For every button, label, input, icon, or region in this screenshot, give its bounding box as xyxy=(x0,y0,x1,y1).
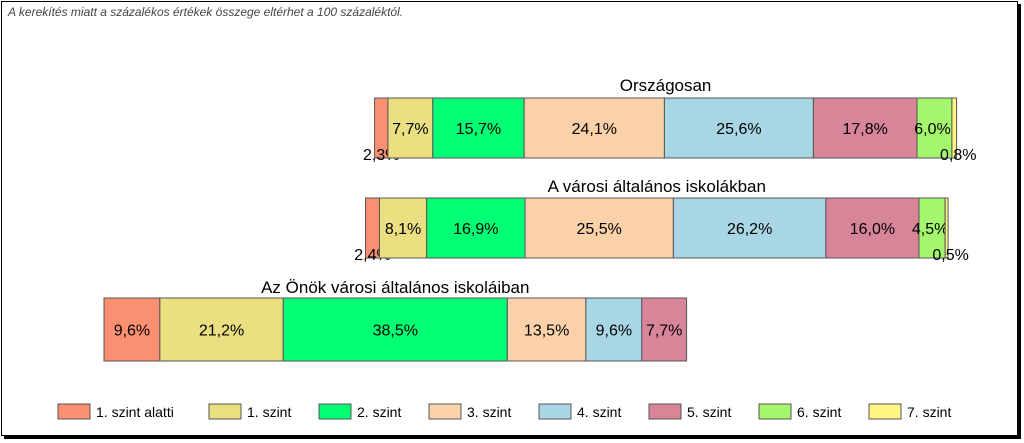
data-label: 24,1% xyxy=(572,121,617,138)
bar-segment xyxy=(432,97,525,159)
data-label: 7,7% xyxy=(392,121,428,138)
legend-label: 1. szint alatti xyxy=(96,404,174,420)
bar-segment xyxy=(812,97,918,159)
bar-segment xyxy=(159,297,284,362)
legend-label: 6. szint xyxy=(797,404,841,420)
bar-segment xyxy=(641,297,688,362)
bar-title: A városi általános iskolákban xyxy=(548,177,766,196)
bar-segment xyxy=(672,197,827,259)
bar-segment xyxy=(916,97,953,159)
data-label: 21,2% xyxy=(199,323,244,340)
bar-segment xyxy=(506,297,587,362)
bar-title: Országosan xyxy=(620,76,712,95)
legend-label: 7. szint xyxy=(907,404,951,420)
legend-swatch xyxy=(318,403,352,420)
data-label: 16,0% xyxy=(850,221,895,238)
bar-segment xyxy=(825,197,920,259)
data-label: 38,5% xyxy=(373,323,418,340)
data-label: 17,8% xyxy=(843,121,888,138)
legend-label: 5. szint xyxy=(687,404,731,420)
bar-title: Az Önök városi általános iskoláiban xyxy=(261,278,529,297)
bar-segment xyxy=(663,97,814,159)
bar-segment xyxy=(426,197,526,259)
data-label: 6,0% xyxy=(914,121,950,138)
data-label: 25,5% xyxy=(577,221,622,238)
legend-swatch xyxy=(868,403,902,420)
legend-label: 4. szint xyxy=(577,404,621,420)
legend-swatch xyxy=(57,403,91,420)
legend-label: 1. szint xyxy=(247,404,291,420)
data-label: 0,5% xyxy=(932,247,968,264)
legend-swatch xyxy=(428,403,462,420)
legend-swatch xyxy=(538,403,572,420)
legend-swatch xyxy=(648,403,682,420)
bar-segment xyxy=(378,197,428,259)
bar-segment xyxy=(944,197,949,259)
data-label: 4,5% xyxy=(912,221,948,238)
legend-label: 2. szint xyxy=(357,404,401,420)
data-label: 25,6% xyxy=(716,121,761,138)
data-label: 7,7% xyxy=(646,323,682,340)
data-label: 0,8% xyxy=(940,147,976,164)
rounding-note: A kerekítés miatt a százalékos értékek ö… xyxy=(8,5,404,19)
bar-segment xyxy=(524,197,674,259)
data-label: 13,5% xyxy=(524,323,569,340)
data-label: 9,6% xyxy=(596,323,632,340)
bar-segment xyxy=(103,297,161,362)
data-label: 9,6% xyxy=(114,323,150,340)
data-label: 16,9% xyxy=(453,221,498,238)
data-label: 15,7% xyxy=(456,121,501,138)
bar-segment xyxy=(387,97,434,159)
legend-swatch xyxy=(758,403,792,420)
bar-segment xyxy=(585,297,643,362)
bar-segment xyxy=(951,97,958,159)
data-label: 26,2% xyxy=(727,221,772,238)
data-label: 8,1% xyxy=(385,221,421,238)
legend-swatch xyxy=(208,403,242,420)
legend-label: 3. szint xyxy=(467,404,511,420)
bar-segment xyxy=(282,297,508,362)
